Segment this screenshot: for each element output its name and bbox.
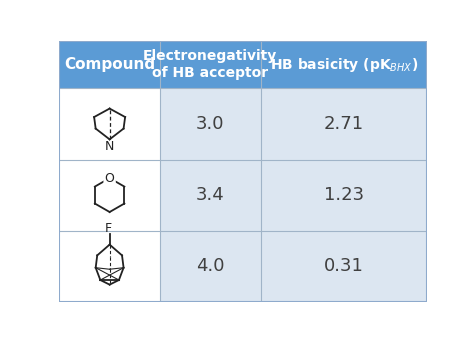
Bar (59, 88, 160, 160)
Bar (160, 231, 261, 302)
Bar (261, 88, 427, 160)
Text: 4.0: 4.0 (196, 257, 225, 275)
Text: N: N (105, 140, 114, 153)
Text: 3.4: 3.4 (196, 186, 225, 204)
Bar (261, 41, 427, 88)
Bar (59, 41, 160, 88)
Text: F: F (104, 222, 112, 235)
Text: O: O (105, 172, 115, 185)
Bar (59, 231, 160, 302)
Bar (261, 160, 427, 231)
Text: HB basicity (pK$_{BHX}$): HB basicity (pK$_{BHX}$) (270, 56, 418, 74)
Text: 0.31: 0.31 (324, 257, 364, 275)
Bar (59, 160, 160, 231)
Text: 3.0: 3.0 (196, 115, 225, 133)
Text: 1.23: 1.23 (324, 186, 364, 204)
Text: 2.71: 2.71 (324, 115, 364, 133)
Bar (261, 231, 427, 302)
Text: Electronegativity
of HB acceptor: Electronegativity of HB acceptor (143, 49, 277, 80)
Bar (160, 88, 261, 160)
Text: Compound: Compound (64, 57, 155, 72)
Bar (160, 160, 261, 231)
Bar (160, 41, 261, 88)
